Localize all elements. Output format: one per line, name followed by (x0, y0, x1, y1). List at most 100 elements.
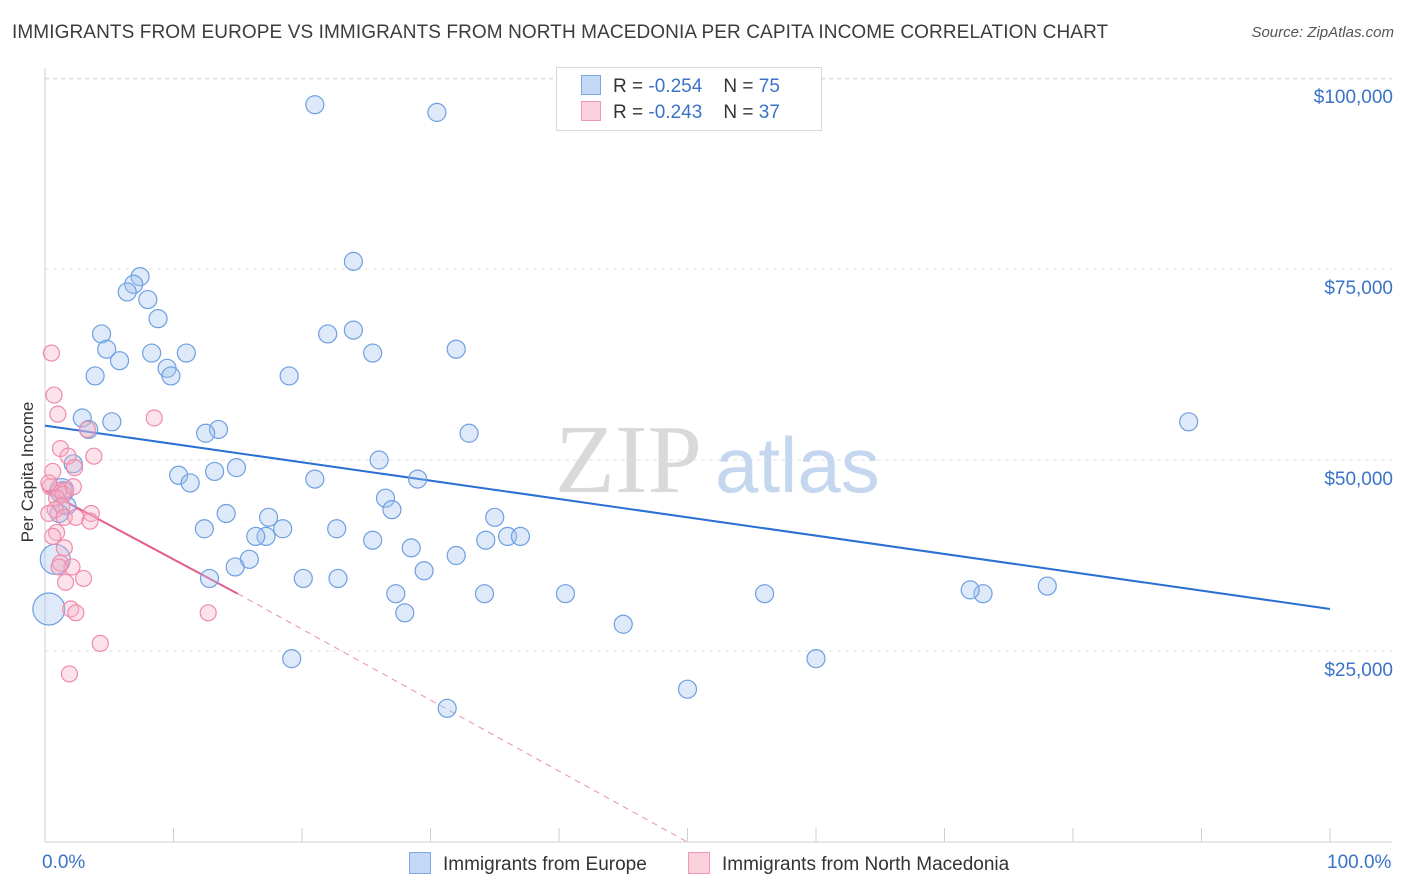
chart-title: IMMIGRANTS FROM EUROPE VS IMMIGRANTS FRO… (12, 22, 1109, 43)
europe-point (1037, 576, 1057, 596)
europe-point (382, 500, 402, 520)
europe-legend-swatch (409, 852, 431, 874)
europe-point (176, 343, 196, 363)
europe-point (199, 568, 220, 589)
europe-point (343, 251, 363, 271)
trend-lines (44, 424, 1331, 843)
macedonia-point (78, 420, 97, 439)
macedonia-point (45, 386, 63, 404)
europe-point (32, 592, 66, 626)
macedonia-point (60, 665, 79, 683)
europe-point (124, 274, 144, 294)
europe-point (258, 507, 279, 527)
europe-point (555, 584, 576, 604)
europe-point (216, 503, 236, 524)
europe-point (363, 343, 383, 363)
europe-point (408, 469, 428, 489)
europe-point (459, 423, 479, 443)
europe-point (246, 526, 266, 547)
macedonia-point (145, 409, 163, 427)
europe-point (318, 324, 338, 344)
y-axis-title: Per Capita Income (18, 401, 37, 543)
macedonia-point (63, 558, 81, 576)
europe-point (161, 366, 181, 386)
europe-point (109, 351, 130, 371)
macedonia-point (91, 634, 109, 652)
macedonia-point (40, 474, 58, 492)
europe-point (806, 649, 826, 669)
europe-point (386, 584, 406, 604)
europe-point (343, 320, 363, 340)
europe-point (401, 538, 421, 558)
europe-point (305, 469, 325, 489)
stats-legend: R = -0.254 N = 75 R = -0.243 N = 37 (556, 67, 822, 131)
europe-point (102, 412, 122, 432)
europe-point (363, 530, 383, 550)
europe-point (369, 450, 389, 470)
europe-point (437, 698, 457, 718)
source-credit: Source: ZipAtlas.com (1251, 24, 1394, 41)
europe-point (282, 649, 302, 669)
y-tick-label-100000: $100,000 (1313, 87, 1393, 108)
europe-point (91, 324, 112, 344)
macedonia-trend-extension (237, 593, 688, 843)
legend-row-europe: R = -0.254 N = 75 (581, 75, 780, 99)
macedonia-swatch (581, 101, 601, 121)
europe-trend-line (44, 424, 1331, 610)
macedonia-point (50, 558, 68, 576)
europe-point (130, 267, 150, 287)
europe-point (446, 545, 466, 566)
europe-point (72, 408, 92, 428)
y-tick-label-25000: $25,000 (1324, 660, 1393, 681)
europe-point (293, 568, 313, 589)
europe-point (279, 366, 299, 386)
macedonia-trend-line (44, 489, 239, 595)
legend-row-macedonia: R = -0.243 N = 37 (581, 101, 780, 125)
europe-point (97, 339, 117, 359)
macedonia-point (67, 604, 85, 622)
europe-point (414, 561, 434, 581)
europe-point (677, 679, 698, 699)
macedonia-point (85, 447, 103, 465)
europe-point (476, 530, 496, 550)
bottom-legend-macedonia: Immigrants from North Macedonia (688, 852, 1009, 876)
macedonia-point (44, 527, 62, 546)
europe-point (273, 519, 293, 539)
y-tick-label-75000: $75,000 (1324, 278, 1393, 299)
europe-point (169, 465, 189, 485)
europe-point (205, 461, 225, 482)
y-tick-label-50000: $50,000 (1324, 469, 1393, 490)
europe-point (138, 289, 158, 310)
europe-point (510, 526, 531, 547)
europe-point (196, 423, 216, 443)
europe-point (1179, 412, 1199, 432)
europe-point (194, 519, 214, 539)
europe-point (485, 507, 505, 527)
europe-point (375, 488, 396, 508)
macedonia-point (49, 405, 67, 423)
europe-points (32, 95, 1199, 718)
europe-point (328, 568, 348, 589)
europe-point (256, 526, 276, 547)
macedonia-point (74, 569, 93, 588)
europe-point (142, 343, 162, 363)
europe-point (474, 584, 495, 604)
europe-point (613, 614, 633, 634)
europe-point (973, 584, 993, 604)
europe-point (148, 309, 168, 329)
bottom-legend-europe: Immigrants from Europe (409, 852, 647, 876)
watermark-atlas: atlas (715, 421, 880, 509)
europe-swatch (581, 75, 601, 95)
macedonia-point (65, 459, 84, 477)
macedonia-points (40, 344, 217, 683)
europe-point (226, 458, 247, 478)
macedonia-point (40, 504, 58, 523)
macedonia-point (199, 604, 217, 622)
axes (44, 68, 1392, 843)
macedonia-point (56, 573, 75, 591)
x-tick-label-min: 0.0% (42, 852, 86, 873)
europe-point (327, 519, 347, 539)
europe-point (427, 102, 447, 122)
watermark-zip: ZIP (555, 406, 702, 514)
